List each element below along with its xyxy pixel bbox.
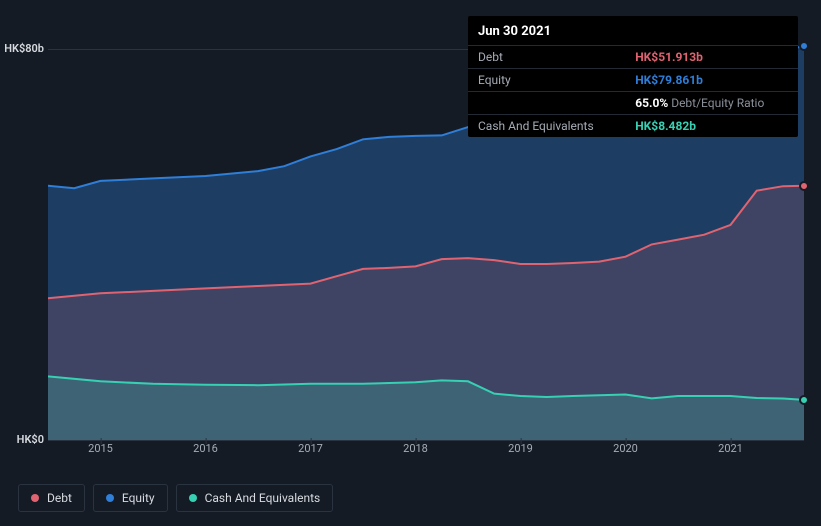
x-axis-tick: 2019 <box>508 442 533 455</box>
legend-swatch <box>31 494 39 502</box>
tooltip-date: Jun 30 2021 <box>468 22 798 45</box>
tooltip-row-value: HK$8.482b <box>625 115 798 138</box>
tooltip-row-value: HK$51.913b <box>625 46 798 69</box>
tooltip-row-value: 65.0% Debt/Equity Ratio <box>625 92 798 115</box>
x-axis-tick: 2018 <box>403 442 428 455</box>
series-endpoint-equity <box>799 41 809 51</box>
x-axis-tick: 2021 <box>718 442 743 455</box>
x-axis: 2015 2016 2017 2018 2019 2020 2021 <box>48 442 804 462</box>
tooltip-row-label: Equity <box>468 69 625 92</box>
legend-swatch <box>189 494 197 502</box>
tooltip-row-label: Debt <box>468 46 625 69</box>
gridline <box>48 440 804 441</box>
y-axis-label: HK$0 <box>17 433 44 446</box>
chart-tooltip: Jun 30 2021 DebtHK$51.913bEquityHK$79.86… <box>468 16 798 137</box>
legend-item-cash-and-equivalents[interactable]: Cash And Equivalents <box>176 484 334 512</box>
legend: Debt Equity Cash And Equivalents <box>18 484 333 512</box>
tooltip-row: 65.0% Debt/Equity Ratio <box>468 92 798 115</box>
tooltip-row: Cash And EquivalentsHK$8.482b <box>468 115 798 138</box>
tooltip-row: DebtHK$51.913b <box>468 46 798 69</box>
x-axis-tick: 2020 <box>613 442 638 455</box>
legend-label: Debt <box>47 491 72 505</box>
y-axis-label: HK$80b <box>4 42 44 55</box>
x-axis-tick: 2015 <box>88 442 113 455</box>
series-endpoint-cash <box>799 395 809 405</box>
legend-item-debt[interactable]: Debt <box>18 484 85 512</box>
series-endpoint-debt <box>799 181 809 191</box>
tooltip-row: EquityHK$79.861b <box>468 69 798 92</box>
legend-swatch <box>106 494 114 502</box>
legend-label: Cash And Equivalents <box>205 491 321 505</box>
x-axis-tick: 2016 <box>193 442 218 455</box>
tooltip-row-label: Cash And Equivalents <box>468 115 625 138</box>
tooltip-row-value: HK$79.861b <box>625 69 798 92</box>
legend-label: Equity <box>122 491 155 505</box>
legend-item-equity[interactable]: Equity <box>93 484 168 512</box>
x-axis-tick: 2017 <box>298 442 323 455</box>
tooltip-row-label <box>468 92 625 115</box>
